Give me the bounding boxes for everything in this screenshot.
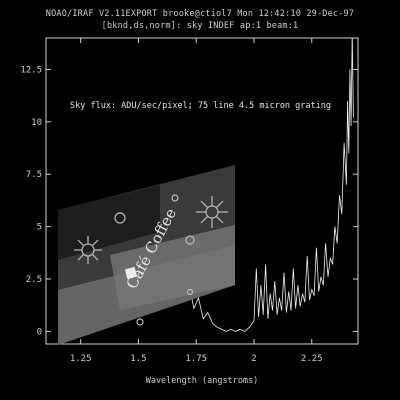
y-tick-label: 0 <box>37 327 42 337</box>
y-tick-label: 10 <box>31 118 42 128</box>
x-axis-label: Wavelength (angstroms) <box>146 376 259 386</box>
plot-header-line1: NOAO/IRAF V2.11EXPORT brooke@ctiol7 Mon … <box>45 9 355 19</box>
y-tick-label: 7.5 <box>26 170 42 180</box>
y-axis-ticks: 0 2.5 5 7.5 10 12.5 <box>20 65 358 337</box>
y-tick-label: 12.5 <box>20 65 42 75</box>
plot-frame <box>45 37 359 345</box>
y-tick-label: 5 <box>37 223 42 233</box>
coffee-package-photo: Café Coffee <box>58 165 235 345</box>
x-tick-label: 1.5 <box>130 354 146 364</box>
x-tick-label: 1.75 <box>185 354 207 364</box>
plot-header-line2: [bknd,ds,norm]: sky INDEF ap:1 beam:1 <box>101 21 299 31</box>
x-tick-label: 2 <box>251 354 256 364</box>
x-axis-ticks: 1.25 1.5 1.75 2 2.25 <box>70 38 323 364</box>
x-tick-label: 2.25 <box>301 354 323 364</box>
sky-flux-annotation: Sky flux: ADU/sec/pixel; 75 line 4.5 mic… <box>70 101 331 111</box>
x-tick-label: 1.25 <box>70 354 92 364</box>
y-tick-label: 2.5 <box>26 275 42 285</box>
